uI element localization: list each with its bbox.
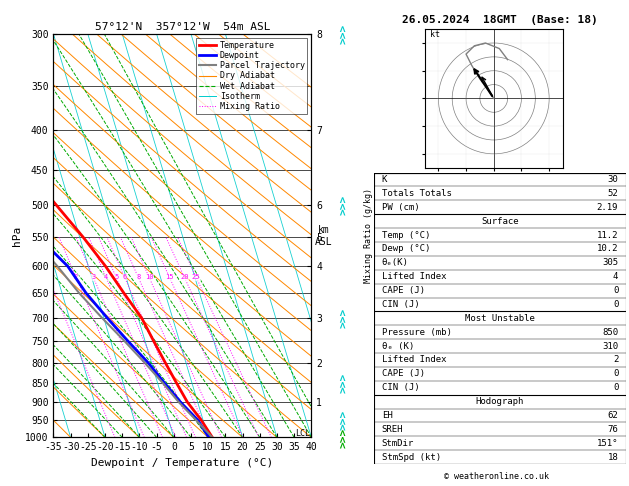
Legend: Temperature, Dewpoint, Parcel Trajectory, Dry Adiabat, Wet Adiabat, Isotherm, Mi: Temperature, Dewpoint, Parcel Trajectory…: [196, 38, 307, 114]
Text: LCL: LCL: [294, 429, 309, 438]
Text: >>>: >>>: [338, 410, 348, 430]
Text: PW (cm): PW (cm): [382, 203, 420, 212]
Text: >>>: >>>: [338, 195, 348, 215]
Text: CIN (J): CIN (J): [382, 383, 420, 392]
Text: 76: 76: [608, 425, 618, 434]
Text: >>>: >>>: [338, 24, 348, 44]
Text: 0: 0: [613, 369, 618, 379]
Text: >>>: >>>: [338, 308, 348, 328]
Text: Pressure (mb): Pressure (mb): [382, 328, 452, 337]
Text: 850: 850: [602, 328, 618, 337]
Text: Surface: Surface: [481, 217, 519, 226]
Text: >>>: >>>: [338, 427, 348, 448]
Text: StmDir: StmDir: [382, 439, 414, 448]
Text: 5: 5: [114, 274, 118, 280]
Text: 0: 0: [613, 300, 618, 309]
Text: 2: 2: [74, 274, 78, 280]
Text: θₑ (K): θₑ (K): [382, 342, 414, 350]
Text: 305: 305: [602, 258, 618, 267]
Text: © weatheronline.co.uk: © weatheronline.co.uk: [445, 472, 549, 481]
Text: 62: 62: [608, 411, 618, 420]
Text: 310: 310: [602, 342, 618, 350]
X-axis label: Dewpoint / Temperature (°C): Dewpoint / Temperature (°C): [91, 458, 274, 468]
Text: 10: 10: [145, 274, 153, 280]
Text: Lifted Index: Lifted Index: [382, 355, 447, 364]
Text: 18: 18: [608, 452, 618, 462]
Text: Totals Totals: Totals Totals: [382, 189, 452, 198]
Text: θₑ(K): θₑ(K): [382, 258, 409, 267]
Text: K: K: [382, 175, 387, 184]
Text: CAPE (J): CAPE (J): [382, 369, 425, 379]
Y-axis label: km
ASL: km ASL: [314, 225, 332, 246]
Text: SREH: SREH: [382, 425, 403, 434]
Text: >>>: >>>: [338, 373, 348, 393]
Text: 26.05.2024  18GMT  (Base: 18): 26.05.2024 18GMT (Base: 18): [402, 15, 598, 25]
Text: 10.2: 10.2: [597, 244, 618, 253]
Text: 11.2: 11.2: [597, 230, 618, 240]
Text: 4: 4: [613, 272, 618, 281]
Text: 0: 0: [613, 286, 618, 295]
Text: 151°: 151°: [597, 439, 618, 448]
Text: 8: 8: [136, 274, 140, 280]
Text: Dewp (°C): Dewp (°C): [382, 244, 430, 253]
Text: 2: 2: [613, 355, 618, 364]
Text: 15: 15: [165, 274, 174, 280]
Text: CAPE (J): CAPE (J): [382, 286, 425, 295]
Text: 25: 25: [192, 274, 201, 280]
Text: 30: 30: [608, 175, 618, 184]
Text: kt: kt: [430, 31, 440, 39]
Text: EH: EH: [382, 411, 392, 420]
Text: Mixing Ratio (g/kg): Mixing Ratio (g/kg): [364, 188, 373, 283]
Text: StmSpd (kt): StmSpd (kt): [382, 452, 441, 462]
Text: Temp (°C): Temp (°C): [382, 230, 430, 240]
Y-axis label: hPa: hPa: [13, 226, 22, 246]
Text: 4: 4: [104, 274, 108, 280]
Title: 57°12'N  357°12'W  54m ASL: 57°12'N 357°12'W 54m ASL: [94, 22, 270, 32]
Text: Most Unstable: Most Unstable: [465, 314, 535, 323]
Text: 2.19: 2.19: [597, 203, 618, 212]
Text: 52: 52: [608, 189, 618, 198]
Text: Lifted Index: Lifted Index: [382, 272, 447, 281]
Text: 6: 6: [123, 274, 126, 280]
Text: Hodograph: Hodograph: [476, 397, 524, 406]
Text: 20: 20: [180, 274, 189, 280]
Text: CIN (J): CIN (J): [382, 300, 420, 309]
Text: 3: 3: [91, 274, 96, 280]
Text: 0: 0: [613, 383, 618, 392]
